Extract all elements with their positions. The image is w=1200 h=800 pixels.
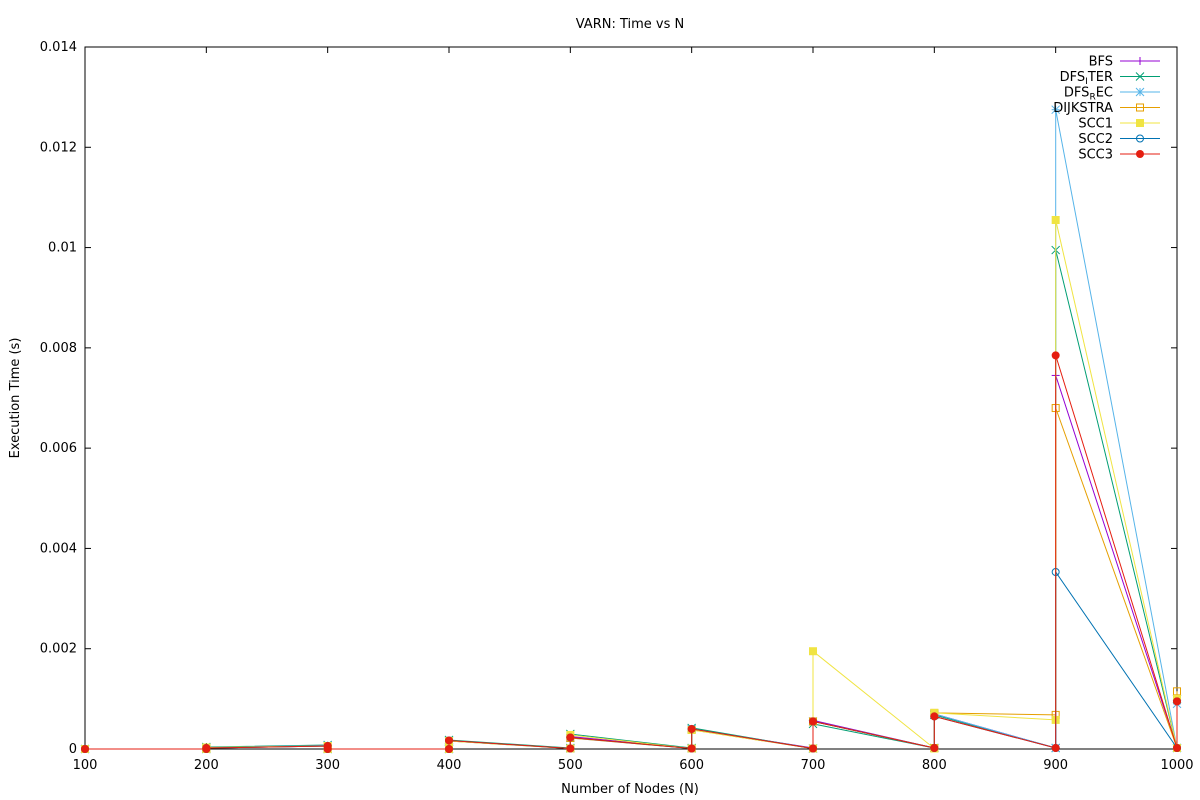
legend-label: BFS — [1089, 55, 1113, 70]
y-tick-label: 0.006 — [40, 441, 77, 456]
legend-item: SCC1 — [1078, 117, 1160, 132]
x-axis: 100 200 300 400 500 600 700 800 900 1000 — [73, 47, 1194, 773]
series-line — [85, 219, 1178, 750]
y-tick-label: 0.002 — [40, 642, 77, 657]
data-point — [1051, 351, 1060, 360]
legend-label: SCC3 — [1078, 148, 1113, 163]
series-line — [85, 109, 1178, 750]
series-scc3 — [81, 351, 1181, 753]
x-tick-label: 600 — [679, 758, 704, 773]
data-point — [1136, 150, 1144, 158]
x-tick-label: 300 — [315, 758, 340, 773]
data-point — [809, 744, 817, 753]
x-axis-label: Number of Nodes (N) — [561, 782, 699, 797]
y-tick-label: 0.01 — [48, 241, 77, 256]
series-line — [85, 355, 1178, 750]
x-tick-label: 900 — [1043, 758, 1068, 773]
series-dfs-iter — [80, 245, 1182, 754]
data-point — [1136, 134, 1144, 143]
y-tick-label: 0.008 — [40, 341, 77, 356]
series-dijkstra — [81, 404, 1181, 753]
plot-frame — [84, 46, 1178, 750]
series-layer — [80, 105, 1182, 754]
data-point — [1135, 72, 1145, 81]
data-point — [687, 744, 696, 753]
data-point — [1173, 687, 1181, 696]
data-point — [1051, 105, 1061, 115]
data-point — [1136, 119, 1144, 127]
series-bfs — [81, 371, 1181, 753]
legend-label: SCC1 — [1078, 117, 1113, 132]
legend-item: DIJKSTRA — [1053, 101, 1160, 116]
legend-item: SCC3 — [1078, 148, 1160, 163]
data-point — [1051, 215, 1060, 224]
x-tick-label: 200 — [194, 758, 219, 773]
data-point — [1173, 697, 1181, 706]
data-point — [566, 733, 575, 742]
data-point — [1173, 743, 1181, 752]
x-tick-label: 700 — [801, 758, 826, 773]
y-tick-label: 0.012 — [40, 140, 77, 155]
legend-label: DFSREC — [1064, 86, 1113, 103]
y-axis: 0 0.002 0.004 0.006 0.008 0.01 0.012 0.014 — [40, 40, 1177, 757]
chart-title: VARN: Time vs N — [576, 17, 685, 32]
legend-label: SCC2 — [1078, 132, 1113, 147]
x-tick-label: 1000 — [1160, 758, 1193, 773]
data-point — [809, 647, 817, 656]
series-scc2 — [81, 567, 1181, 753]
series-dfs-rec — [80, 105, 1182, 754]
series-line — [85, 407, 1178, 750]
data-point — [930, 743, 939, 752]
y-axis-label: Execution Time (s) — [8, 338, 23, 459]
data-point — [202, 743, 211, 752]
legend-label: DFSITER — [1060, 70, 1113, 87]
series-scc1 — [81, 215, 1181, 753]
data-point — [1051, 743, 1060, 752]
data-point — [1135, 87, 1145, 97]
data-point — [323, 745, 332, 753]
data-point — [930, 712, 939, 721]
y-tick-label: 0.004 — [40, 541, 77, 556]
data-point — [566, 744, 575, 753]
legend-label: DIJKSTRA — [1053, 101, 1113, 116]
x-tick-label: 400 — [437, 758, 462, 773]
series-line — [85, 249, 1178, 750]
x-tick-label: 100 — [73, 758, 98, 773]
legend-item: DFSITER — [1060, 70, 1160, 87]
data-point — [687, 724, 696, 733]
legend-item: SCC2 — [1078, 132, 1160, 147]
legend-item: BFS — [1089, 55, 1160, 70]
data-point — [445, 736, 453, 745]
x-tick-label: 500 — [558, 758, 583, 773]
legend-item: DFSREC — [1064, 86, 1160, 103]
data-point — [81, 745, 89, 753]
y-tick-label: 0.014 — [40, 40, 77, 55]
x-tick-label: 800 — [922, 758, 947, 773]
series-line — [85, 570, 1178, 750]
data-point — [1136, 57, 1144, 65]
data-point — [445, 745, 453, 753]
y-tick-label: 0 — [69, 742, 77, 757]
series-line — [85, 375, 1178, 750]
data-point — [1136, 103, 1144, 112]
data-point — [809, 717, 817, 726]
